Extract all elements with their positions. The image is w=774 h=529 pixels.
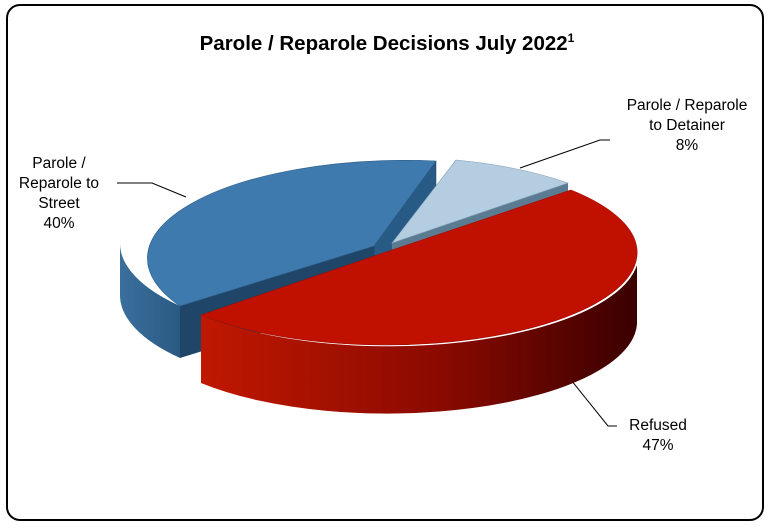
leader-line-detainer	[519, 139, 610, 169]
label-street: Parole / Reparole to Street 40%	[19, 155, 99, 232]
label-refused-value: 47%	[642, 437, 673, 454]
label-street-value: 40%	[43, 215, 74, 232]
label-refused-line-1: Refused	[629, 417, 687, 434]
label-street-line-2: Reparole to	[19, 175, 99, 192]
label-street-line-1: Parole /	[32, 155, 86, 172]
slice-refused-side	[201, 265, 637, 414]
label-refused: Refused 47%	[629, 417, 687, 454]
slice-street-side	[119, 243, 180, 358]
label-detainer: Parole / Reparole to Detainer 8%	[627, 97, 748, 154]
leader-line-street	[117, 182, 187, 198]
slice-street-top	[147, 160, 437, 307]
label-detainer-value: 8%	[676, 137, 699, 154]
label-detainer-line-1: Parole / Reparole	[627, 97, 748, 114]
slice-detainer-top	[391, 159, 569, 244]
slice-refused-top	[200, 189, 638, 346]
slice-refused	[200, 189, 638, 414]
chart-title: Parole / Reparole Decisions July 20221	[200, 31, 575, 55]
label-street-line-3: Street	[38, 195, 80, 212]
label-detainer-line-2: to Detainer	[649, 117, 725, 134]
